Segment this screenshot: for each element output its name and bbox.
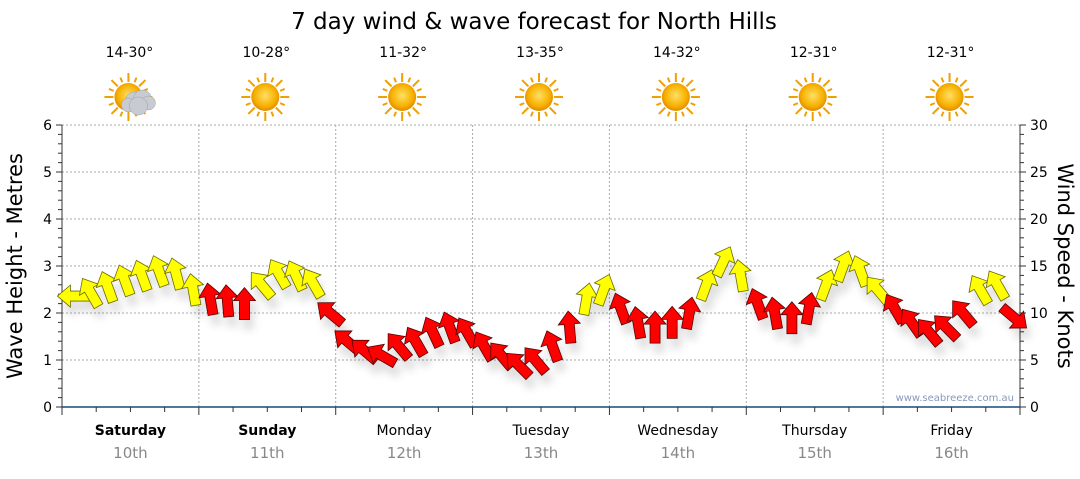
- day-name: Saturday: [95, 423, 166, 439]
- y2-tick-label: 0: [1030, 400, 1039, 416]
- y2-axis-label: Wind Speed - Knots: [1053, 163, 1077, 368]
- day-date: 10th: [113, 444, 147, 462]
- wind-arrow: [506, 352, 534, 381]
- wind-arrow: [678, 296, 702, 331]
- partly-cloudy-icon: [104, 73, 156, 121]
- chart-title: 7 day wind & wave forecast for North Hil…: [291, 9, 777, 35]
- wind-arrow: [593, 273, 616, 307]
- wind-arrow: [797, 291, 822, 326]
- day-temp: 10-28°: [242, 45, 290, 61]
- day-name: Wednesday: [637, 423, 718, 439]
- wind-arrow: [780, 301, 804, 335]
- day-date: 16th: [934, 444, 968, 462]
- wind-arrow: [918, 319, 944, 348]
- day-date: 14th: [661, 444, 695, 462]
- y-tick-label: 3: [43, 259, 52, 275]
- day-temp: 14-30°: [106, 45, 154, 61]
- wind-arrow: [387, 333, 414, 362]
- watermark: www.seabreeze.com.au: [896, 393, 1014, 404]
- wind-arrow: [540, 330, 564, 364]
- sunny-icon: [925, 73, 974, 121]
- day-name: Sunday: [238, 423, 296, 439]
- wind-arrow: [181, 273, 205, 307]
- day-temp: 11-32°: [379, 45, 427, 61]
- wind-arrow: [695, 269, 719, 303]
- day-temp: 13-35°: [516, 45, 564, 61]
- y2-tick-label: 30: [1030, 118, 1048, 134]
- wind-arrow: [250, 272, 277, 301]
- wind-arrow: [557, 310, 582, 344]
- wind-arrow: [317, 302, 347, 328]
- wind-arrow: [163, 257, 187, 291]
- day-date: 12th: [387, 444, 421, 462]
- day-name: Tuesday: [512, 423, 570, 439]
- wind-arrow: [608, 292, 632, 326]
- y2-tick-label: 15: [1030, 259, 1048, 275]
- sunny-icon: [788, 73, 837, 121]
- day-date: 15th: [797, 444, 831, 462]
- y2-tick-label: 25: [1030, 165, 1048, 181]
- day-date: 11th: [250, 444, 284, 462]
- y-tick-label: 2: [43, 306, 52, 322]
- y2-tick-label: 20: [1030, 212, 1048, 228]
- wind-arrow: [198, 282, 222, 316]
- grid: [62, 124, 1020, 407]
- day-date: 13th: [524, 444, 558, 462]
- wind-arrow: [998, 303, 1028, 329]
- wind-arrow: [625, 306, 650, 340]
- day-temp: 14-32°: [653, 45, 701, 61]
- wind-arrow: [146, 255, 170, 288]
- sunny-icon: [378, 73, 427, 121]
- y-tick-label: 4: [43, 212, 52, 228]
- y-tick-label: 1: [43, 353, 52, 369]
- wind-arrow: [524, 347, 550, 377]
- y2-tick-label: 10: [1030, 306, 1048, 322]
- y-tick-label: 6: [43, 118, 52, 134]
- sunny-icon: [515, 73, 563, 121]
- sunny-icon: [241, 73, 290, 121]
- wind-arrow: [934, 315, 962, 343]
- wind-arrow: [815, 269, 839, 303]
- wind-arrow: [267, 259, 292, 291]
- wind-arrow: [366, 343, 399, 369]
- y2-tick-label: 5: [1030, 353, 1039, 369]
- day-name: Thursday: [781, 423, 847, 439]
- wind-arrow: [711, 246, 736, 279]
- wind-arrow: [283, 260, 308, 293]
- wind-arrow: [745, 287, 769, 321]
- wind-arrows: [56, 246, 1028, 381]
- wind-arrow: [985, 270, 1011, 302]
- day-temp: 12-31°: [927, 45, 975, 61]
- day-name: Friday: [930, 423, 972, 439]
- day-name: Monday: [377, 423, 432, 439]
- day-temp: 12-31°: [790, 45, 838, 61]
- wind-arrow: [232, 286, 257, 321]
- sunny-icon: [651, 73, 700, 121]
- wind-arrow: [728, 259, 752, 293]
- y-tick-label: 0: [43, 400, 52, 416]
- wind-arrow: [952, 300, 978, 330]
- wind-arrow: [403, 326, 429, 359]
- wind-arrow: [643, 310, 667, 344]
- day-headers: Saturday 10th 14-30° Sunday 11th 10-28° Monday…: [95, 45, 975, 462]
- y-tick-label: 5: [43, 165, 52, 181]
- wind-arrow: [762, 296, 787, 331]
- wind-arrow: [848, 255, 872, 288]
- y-axis-label: Wave Height - Metres: [3, 153, 27, 379]
- wind-arrow: [301, 268, 326, 300]
- axes: 0 1 2 3 4 5 6 0 5 10 15 20 25 30: [43, 118, 1048, 416]
- wind-arrow: [660, 305, 685, 339]
